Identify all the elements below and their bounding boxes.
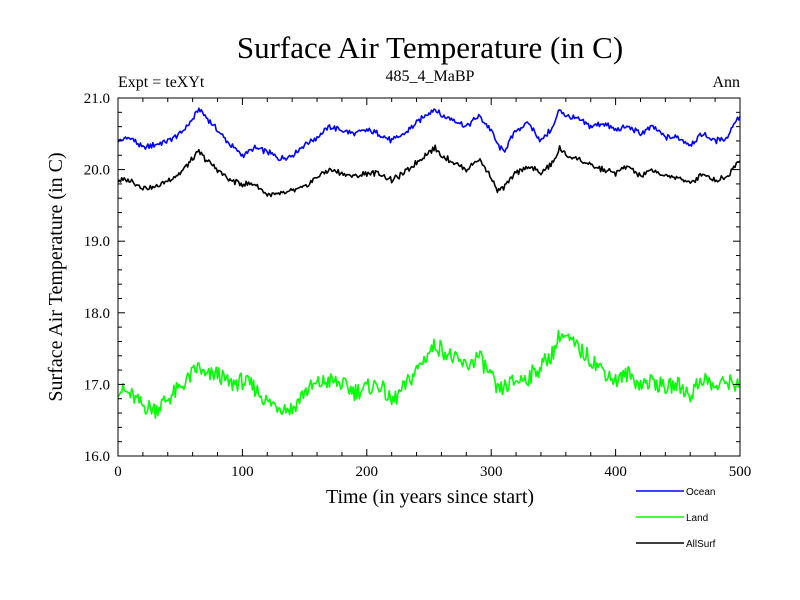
y-axis-label: Surface Air Temperature (in C) xyxy=(45,152,67,401)
x-tick-label: 400 xyxy=(604,464,627,480)
series-line-land xyxy=(117,329,741,419)
series-line-ocean xyxy=(117,107,741,162)
legend-label-land: Land xyxy=(686,513,708,524)
x-tick-label: 0 xyxy=(114,464,122,480)
x-tick-label: 100 xyxy=(231,464,254,480)
y-tick-label: 19.0 xyxy=(84,234,110,250)
experiment-label: Expt = teXYt xyxy=(118,74,205,91)
x-axis-label: Time (in years since start) xyxy=(326,486,534,508)
y-tick-label: 18.0 xyxy=(84,306,110,322)
y-tick-label: 16.0 xyxy=(84,449,110,465)
legend: Ocean Land AllSurf xyxy=(636,487,716,550)
series-line-allsurf xyxy=(117,144,741,198)
x-tick-label: 200 xyxy=(356,464,379,480)
chart-title: Surface Air Temperature (in C) xyxy=(237,30,623,65)
run-label: 485_4_MaBP xyxy=(386,68,475,85)
period-label: Ann xyxy=(712,74,740,91)
x-tick-label: 500 xyxy=(729,464,752,480)
y-tick-label: 20.0 xyxy=(84,163,110,179)
legend-label-allsurf: AllSurf xyxy=(686,539,716,550)
x-tick-label: 300 xyxy=(480,464,503,480)
plot-frame xyxy=(117,97,741,457)
legend-label-ocean: Ocean xyxy=(686,487,715,498)
y-tick-label: 21.0 xyxy=(84,91,110,107)
y-tick-label: 17.0 xyxy=(84,377,110,393)
